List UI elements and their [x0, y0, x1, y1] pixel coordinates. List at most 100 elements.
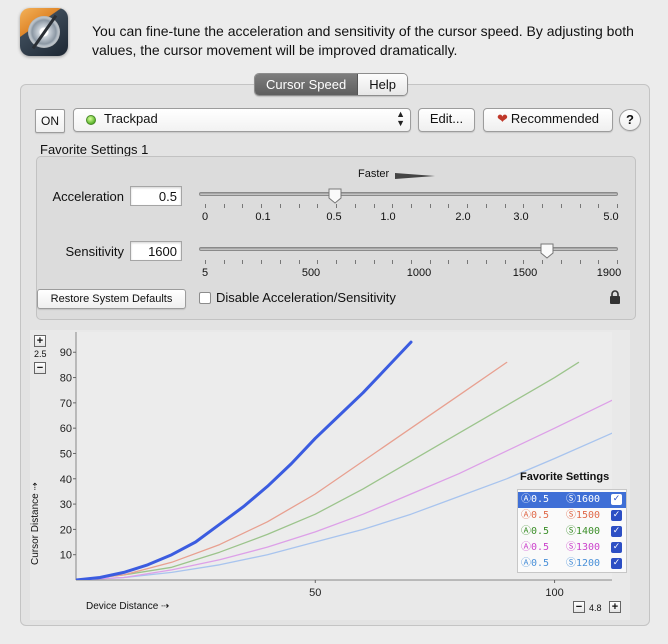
- acceleration-tick-label: 0.5: [326, 211, 342, 223]
- legend-checkbox[interactable]: ✓: [611, 526, 622, 537]
- acceleration-tick: [242, 204, 244, 208]
- acceleration-tick: [579, 204, 581, 208]
- acceleration-tick-label: 0.1: [255, 211, 271, 223]
- on-toggle-button[interactable]: ON: [35, 109, 65, 133]
- sensitivity-tick: [617, 260, 618, 264]
- y-tick-label: 10: [60, 550, 72, 562]
- tab-help[interactable]: Help: [358, 74, 407, 95]
- help-button[interactable]: ?: [619, 109, 641, 131]
- sensitivity-tick: [448, 260, 450, 264]
- zoom-out-y-button[interactable]: −: [34, 362, 46, 374]
- acceleration-tick: [411, 204, 412, 208]
- y-tick-label: 20: [60, 524, 72, 536]
- sensitivity-tick-label: 1000: [406, 267, 432, 279]
- sensitivity-tick: [411, 260, 412, 264]
- legend-checkbox[interactable]: ✓: [611, 558, 622, 569]
- y-tick-label: 60: [60, 423, 72, 435]
- sensitivity-tick: [429, 260, 431, 264]
- select-arrows-icon: ▲ ▼: [396, 109, 405, 128]
- acceleration-tick: [261, 204, 263, 208]
- acceleration-field[interactable]: 0.5: [130, 186, 182, 206]
- legend-row[interactable]: Ⓐ0.5 Ⓢ1500 ✓: [518, 508, 626, 524]
- sensitivity-tick: [392, 260, 394, 264]
- legend-sensitivity: Ⓢ1200: [566, 558, 601, 569]
- sensitivity-tick: [467, 260, 469, 264]
- recommended-button[interactable]: ❤ Recommended: [483, 108, 613, 132]
- zoom-in-x-button[interactable]: +: [609, 601, 621, 613]
- sensitivity-tick: [598, 260, 600, 264]
- y-tick-label: 70: [60, 398, 72, 410]
- legend-acceleration: Ⓐ0.5: [521, 494, 550, 505]
- acceleration-tick-label: 0: [201, 211, 209, 223]
- acceleration-slider-track[interactable]: [199, 192, 618, 196]
- acceleration-tick: [542, 204, 544, 208]
- acceleration-tick: [317, 204, 319, 208]
- acceleration-tick: [298, 204, 300, 208]
- acceleration-tick-label: 1.0: [380, 211, 396, 223]
- legend-row[interactable]: Ⓐ0.5 Ⓢ1200 ✓: [518, 556, 626, 572]
- sensitivity-tick: [504, 260, 506, 264]
- zoom-out-x-button[interactable]: −: [573, 601, 585, 613]
- tab-cursor-speed[interactable]: Cursor Speed: [255, 74, 359, 95]
- sensitivity-tick: [279, 260, 281, 264]
- sensitivity-tick: [542, 260, 544, 264]
- y-tick-label: 30: [60, 499, 72, 511]
- sensitivity-tick: [485, 260, 487, 264]
- y-tick-label: 50: [60, 448, 72, 460]
- lock-icon[interactable]: [609, 290, 621, 304]
- acceleration-tick: [504, 204, 506, 208]
- legend-sensitivity: Ⓢ1500: [566, 510, 601, 521]
- sensitivity-tick: [298, 260, 300, 264]
- series-line: [76, 361, 580, 580]
- legend-row[interactable]: Ⓐ0.5 Ⓢ1400 ✓: [518, 524, 626, 540]
- acceleration-tick: [205, 204, 206, 208]
- header-description: You can fine-tune the acceleration and s…: [92, 23, 634, 58]
- legend-checkbox[interactable]: ✓: [611, 510, 622, 521]
- series-line: [76, 340, 413, 580]
- zoom-in-y-button[interactable]: +: [34, 335, 46, 347]
- y-tick-label: 40: [60, 474, 72, 486]
- acceleration-tick: [336, 204, 338, 208]
- legend-row[interactable]: Ⓐ0.5 Ⓢ1600 ✓: [518, 492, 626, 508]
- acceleration-tick: [617, 204, 618, 208]
- series-line: [76, 399, 612, 580]
- recommended-label: Recommended: [510, 111, 600, 126]
- sensitivity-tick: [261, 260, 263, 264]
- acceleration-tick: [392, 204, 394, 208]
- acceleration-slider-thumb[interactable]: [328, 188, 342, 204]
- disable-checkbox[interactable]: [199, 292, 211, 304]
- sensitivity-tick: [560, 260, 562, 264]
- acceleration-tick: [560, 204, 562, 208]
- sensitivity-tick: [242, 260, 244, 264]
- sensitivity-slider-track[interactable]: [199, 247, 618, 251]
- heart-icon: ❤: [496, 111, 508, 126]
- zoom-x-value: 4.8: [589, 603, 602, 613]
- app-icon: [20, 8, 68, 56]
- sensitivity-field[interactable]: 1600: [130, 241, 182, 261]
- x-tick-label: 50: [309, 587, 321, 599]
- sensitivity-tick-label: 1500: [512, 267, 538, 279]
- legend-acceleration: Ⓐ0.5: [521, 510, 550, 521]
- sensitivity-slider-thumb[interactable]: [540, 243, 554, 259]
- sensitivity-tick: [373, 260, 375, 264]
- legend-row[interactable]: Ⓐ0.5 Ⓢ1300 ✓: [518, 540, 626, 556]
- acceleration-tick: [523, 204, 525, 208]
- legend-sensitivity: Ⓢ1600: [566, 494, 601, 505]
- sensitivity-tick: [223, 260, 225, 264]
- favorite-settings-title: Favorite Settings 1: [40, 142, 149, 157]
- sensitivity-tick: [205, 260, 206, 264]
- sensitivity-tick-label: 5: [201, 267, 209, 279]
- device-select[interactable]: Trackpad ▲ ▼: [73, 108, 411, 132]
- legend-checkbox[interactable]: ✓: [611, 494, 622, 505]
- tab-bar: Cursor Speed Help: [254, 73, 408, 96]
- legend-checkbox[interactable]: ✓: [611, 542, 622, 553]
- series-line: [76, 432, 612, 580]
- device-status-icon: [86, 115, 96, 125]
- sensitivity-tick-label: 500: [301, 267, 321, 279]
- edit-button[interactable]: Edit...: [418, 108, 475, 132]
- acceleration-tick: [448, 204, 450, 208]
- acceleration-tick: [373, 204, 375, 208]
- sensitivity-tick-label: 1900: [596, 267, 622, 279]
- restore-defaults-button[interactable]: Restore System Defaults: [37, 289, 186, 309]
- legend-acceleration: Ⓐ0.5: [521, 558, 550, 569]
